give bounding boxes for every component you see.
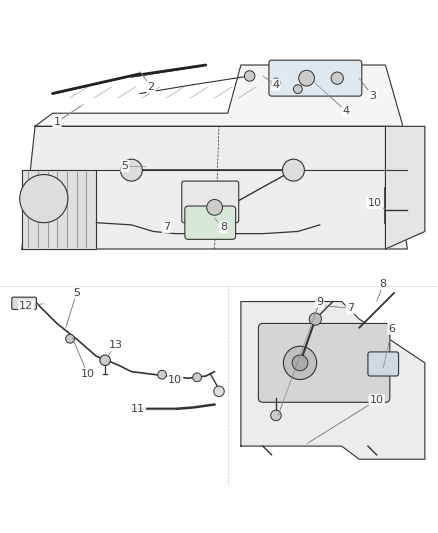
Circle shape [193,373,201,382]
Text: 8: 8 [380,279,387,289]
Text: 4: 4 [343,106,350,116]
Circle shape [20,174,68,223]
Text: 4: 4 [272,80,279,90]
Polygon shape [241,302,425,459]
Polygon shape [22,126,407,249]
FancyBboxPatch shape [269,60,362,96]
FancyBboxPatch shape [258,324,390,402]
Circle shape [283,346,317,379]
Text: 5: 5 [73,288,80,298]
Circle shape [120,159,142,181]
Text: 3: 3 [369,91,376,101]
Circle shape [66,334,74,343]
FancyBboxPatch shape [182,181,239,223]
Circle shape [292,355,308,371]
Circle shape [283,159,304,181]
Text: 9: 9 [316,296,323,306]
Text: 10: 10 [81,369,95,379]
Text: 6: 6 [389,324,396,334]
Text: 7: 7 [163,222,170,232]
Text: 13: 13 [109,341,123,350]
Polygon shape [385,126,425,249]
Text: 1: 1 [53,117,60,127]
Text: 10: 10 [370,395,384,405]
Circle shape [293,85,302,93]
Text: 8: 8 [220,222,227,232]
Circle shape [158,370,166,379]
Circle shape [272,78,280,87]
Text: 10: 10 [367,198,381,208]
Text: 5: 5 [121,161,128,171]
FancyBboxPatch shape [368,352,399,376]
Circle shape [309,313,321,325]
Circle shape [271,410,281,421]
Text: 10: 10 [168,375,182,385]
Circle shape [214,386,224,397]
Text: 2: 2 [148,82,155,92]
Circle shape [299,70,314,86]
Circle shape [100,355,110,366]
Circle shape [244,71,255,81]
Text: 12: 12 [19,301,33,311]
Polygon shape [35,65,403,126]
Circle shape [207,199,223,215]
Polygon shape [22,170,96,249]
Circle shape [331,72,343,84]
FancyBboxPatch shape [12,297,36,310]
FancyBboxPatch shape [185,206,236,239]
Text: 7: 7 [347,303,354,313]
Text: 11: 11 [131,404,145,414]
